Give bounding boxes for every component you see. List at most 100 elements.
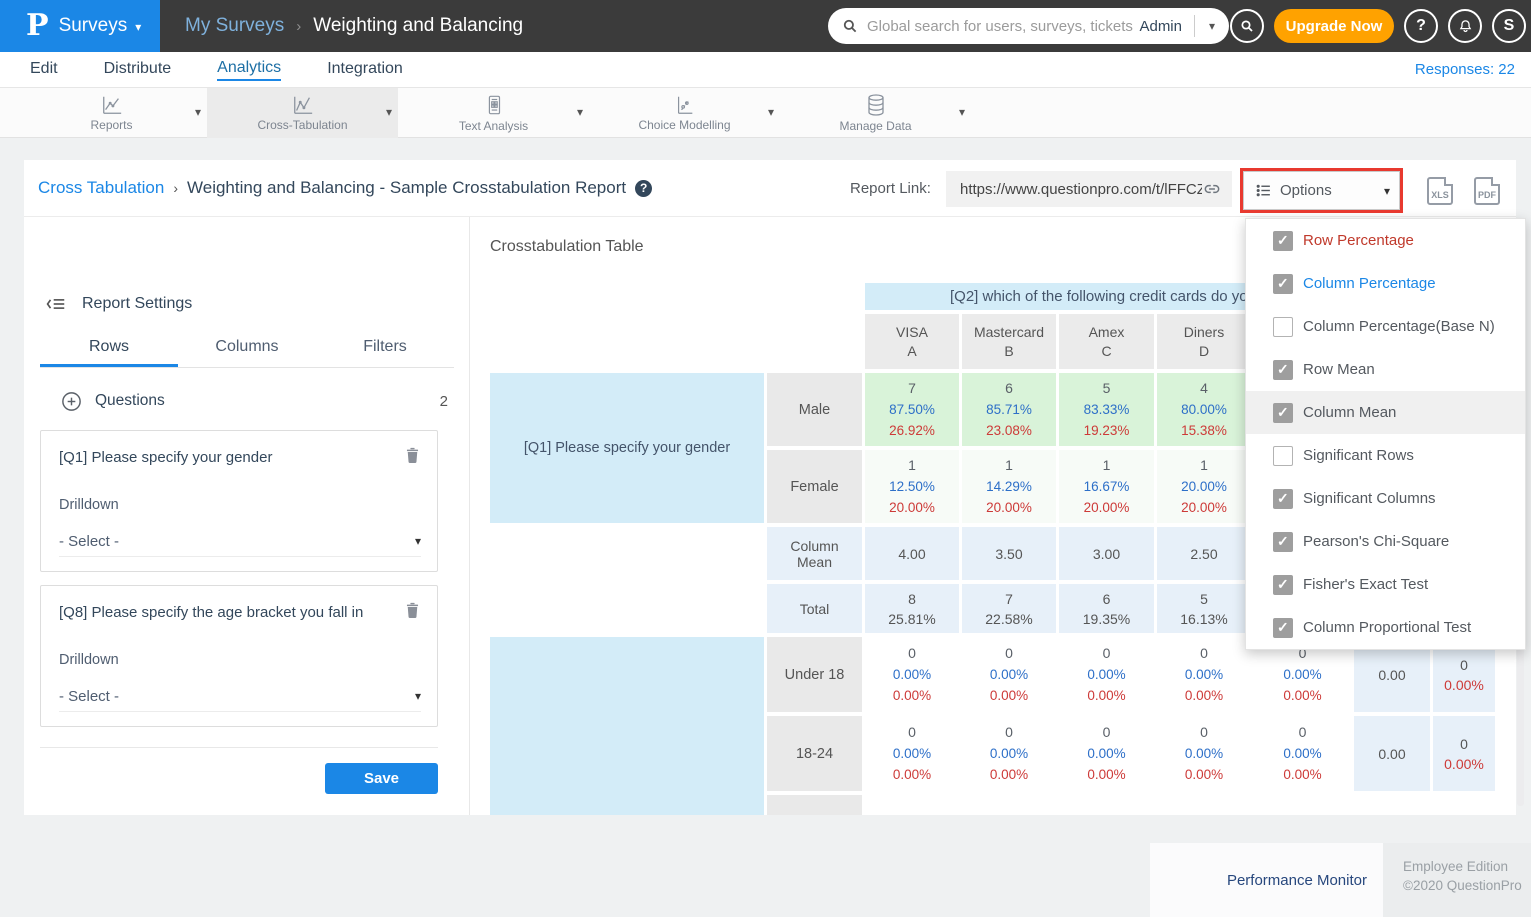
collapse-panel-icon[interactable] — [44, 293, 68, 315]
q8-group-label — [490, 637, 764, 815]
upgrade-now-button[interactable]: Upgrade Now — [1274, 9, 1394, 43]
tool-choice-modelling[interactable]: Choice Modelling — [589, 88, 780, 138]
question-card-q8: [Q8] Please specify the age bracket you … — [40, 585, 438, 727]
save-button[interactable]: Save — [325, 763, 438, 794]
tool-manage-data[interactable]: Manage Data — [780, 88, 971, 138]
cross-tabulation-dropdown[interactable] — [386, 106, 392, 119]
menu-item-column-proportional-test[interactable]: Column Proportional Test — [1246, 606, 1525, 649]
tab-filters[interactable]: Filters — [316, 331, 454, 367]
q8-drilldown-select[interactable]: - Select - — [59, 682, 421, 712]
report-help-icon[interactable] — [635, 180, 652, 197]
help-button[interactable]: ? — [1404, 9, 1438, 43]
options-button[interactable]: Options — [1243, 171, 1400, 210]
settings-tabs: Rows Columns Filters — [40, 331, 454, 368]
menu-item-row-percentage[interactable]: Row Percentage — [1246, 219, 1525, 262]
checkbox-checked-icon[interactable] — [1273, 532, 1293, 552]
menu-item-significant-columns[interactable]: Significant Columns — [1246, 477, 1525, 520]
nav-integration[interactable]: Integration — [327, 60, 403, 80]
report-title: Weighting and Balancing - Sample Crossta… — [187, 178, 626, 198]
menu-item-column-percentage[interactable]: Column Percentage — [1246, 262, 1525, 305]
product-switcher[interactable]: P Surveys — [0, 0, 160, 52]
checkbox-checked-icon[interactable] — [1273, 575, 1293, 595]
question-card-q1: [Q1] Please specify your gender Drilldow… — [40, 430, 438, 572]
q1-title: [Q1] Please specify your gender — [59, 449, 387, 466]
table-cell: 3.50 — [962, 527, 1056, 580]
checkbox-checked-icon[interactable] — [1273, 231, 1293, 251]
cross-tabulation-link[interactable]: Cross Tabulation — [38, 178, 164, 198]
q1-drilldown-select[interactable]: - Select - — [59, 527, 421, 557]
tool-reports[interactable]: Reports — [16, 88, 207, 138]
footer: Performance Monitor — [1150, 843, 1383, 917]
add-question-button[interactable] — [60, 390, 83, 413]
breadcrumb-my-surveys[interactable]: My Surveys — [185, 15, 284, 37]
performance-monitor-link[interactable]: Performance Monitor — [1227, 872, 1367, 889]
global-search: Admin — [828, 8, 1229, 44]
row-label-total: Total — [767, 584, 862, 633]
table-cell: 787.50%26.92% — [865, 373, 959, 446]
report-link-field[interactable]: https://www.questionpro.com/t/lFFCZg — [946, 171, 1232, 207]
row-label-clipped — [767, 795, 862, 815]
choice-modelling-dropdown[interactable] — [768, 106, 774, 119]
table-cell: 00.00%0.00% — [1157, 716, 1251, 791]
tab-rows[interactable]: Rows — [40, 331, 178, 367]
crosstab-section-title: Crosstabulation Table — [490, 238, 644, 256]
survey-nav: Edit Distribute Analytics Integration Re… — [0, 52, 1531, 88]
delete-q8-button[interactable] — [403, 600, 422, 621]
row-label-18-24: 18-24 — [767, 716, 862, 791]
export-xls-button[interactable]: XLS — [1427, 177, 1453, 205]
menu-item-column-mean[interactable]: Column Mean — [1246, 391, 1525, 434]
account-avatar[interactable]: S — [1492, 9, 1526, 43]
row-label-female: Female — [767, 450, 862, 523]
reports-dropdown[interactable] — [195, 106, 201, 119]
tab-columns[interactable]: Columns — [178, 331, 316, 367]
nav-edit[interactable]: Edit — [30, 60, 58, 80]
report-url: https://www.questionpro.com/t/lFFCZg — [960, 181, 1202, 198]
checkbox-unchecked-icon[interactable] — [1273, 446, 1293, 466]
q1-group-label: [Q1] Please specify your gender — [490, 373, 764, 523]
search-submit-button[interactable] — [1230, 9, 1264, 43]
table-cell: 00.00%0.00% — [865, 637, 959, 712]
tool-cross-tabulation[interactable]: Cross-Tabulation — [207, 88, 398, 138]
search-input[interactable] — [867, 18, 1139, 35]
tool-text-analysis[interactable]: Text Analysis — [398, 88, 589, 138]
nav-distribute[interactable]: Distribute — [104, 60, 172, 80]
analytics-toolbar: Reports Cross-Tabulation Text Analysis C… — [0, 88, 1531, 138]
checkbox-unchecked-icon[interactable] — [1273, 317, 1293, 337]
notifications-button[interactable] — [1448, 9, 1482, 43]
search-scope-label: Admin — [1139, 18, 1182, 35]
table-cell: 00.00%0.00% — [1254, 716, 1351, 791]
col-header-amex: AmexC — [1059, 314, 1154, 369]
menu-item-significant-rows[interactable]: Significant Rows — [1246, 434, 1525, 477]
screen: P Surveys My Surveys › Weighting and Bal… — [0, 0, 1531, 917]
checkbox-checked-icon[interactable] — [1273, 489, 1293, 509]
search-scope-dropdown[interactable] — [1195, 20, 1229, 33]
checkbox-checked-icon[interactable] — [1273, 618, 1293, 638]
checkbox-checked-icon[interactable] — [1273, 274, 1293, 294]
row-label-under-18: Under 18 — [767, 637, 862, 712]
questions-count: 2 — [440, 393, 448, 410]
bell-icon — [1457, 18, 1474, 35]
menu-item-fishers-exact-test[interactable]: Fisher's Exact Test — [1246, 563, 1525, 606]
chevron-down-icon — [135, 15, 141, 37]
table-cell: 3.00 — [1059, 527, 1154, 580]
report-link-label: Report Link: — [850, 180, 931, 197]
manage-data-dropdown[interactable] — [959, 106, 965, 119]
menu-item-pearsons-chi-square[interactable]: Pearson's Chi-Square — [1246, 520, 1525, 563]
chevron-down-icon — [1384, 184, 1390, 198]
menu-item-column-percentage-base-n[interactable]: Column Percentage(Base N) — [1246, 305, 1525, 348]
checkbox-checked-icon[interactable] — [1273, 403, 1293, 423]
export-pdf-button[interactable]: PDF — [1474, 177, 1500, 205]
chevron-down-icon — [415, 690, 421, 703]
checkbox-checked-icon[interactable] — [1273, 360, 1293, 380]
edition-label: Employee Edition — [1403, 857, 1531, 876]
table-cell: 685.71%23.08% — [962, 373, 1056, 446]
table-cell: 120.00%20.00% — [1157, 450, 1251, 523]
table-cell: 00.00%0.00% — [1059, 637, 1154, 712]
row-label-column-mean: Column Mean — [767, 527, 862, 580]
table-cell: 825.81% — [865, 584, 959, 633]
menu-item-row-mean[interactable]: Row Mean — [1246, 348, 1525, 391]
table-cell: 00.00%0.00% — [962, 716, 1056, 791]
delete-q1-button[interactable] — [403, 445, 422, 466]
nav-analytics[interactable]: Analytics — [217, 59, 281, 81]
text-analysis-dropdown[interactable] — [577, 106, 583, 119]
